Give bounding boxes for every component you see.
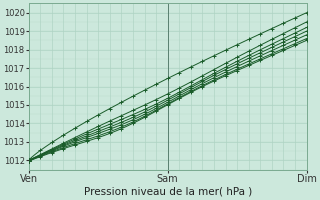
X-axis label: Pression niveau de la mer( hPa ): Pression niveau de la mer( hPa ): [84, 187, 252, 197]
